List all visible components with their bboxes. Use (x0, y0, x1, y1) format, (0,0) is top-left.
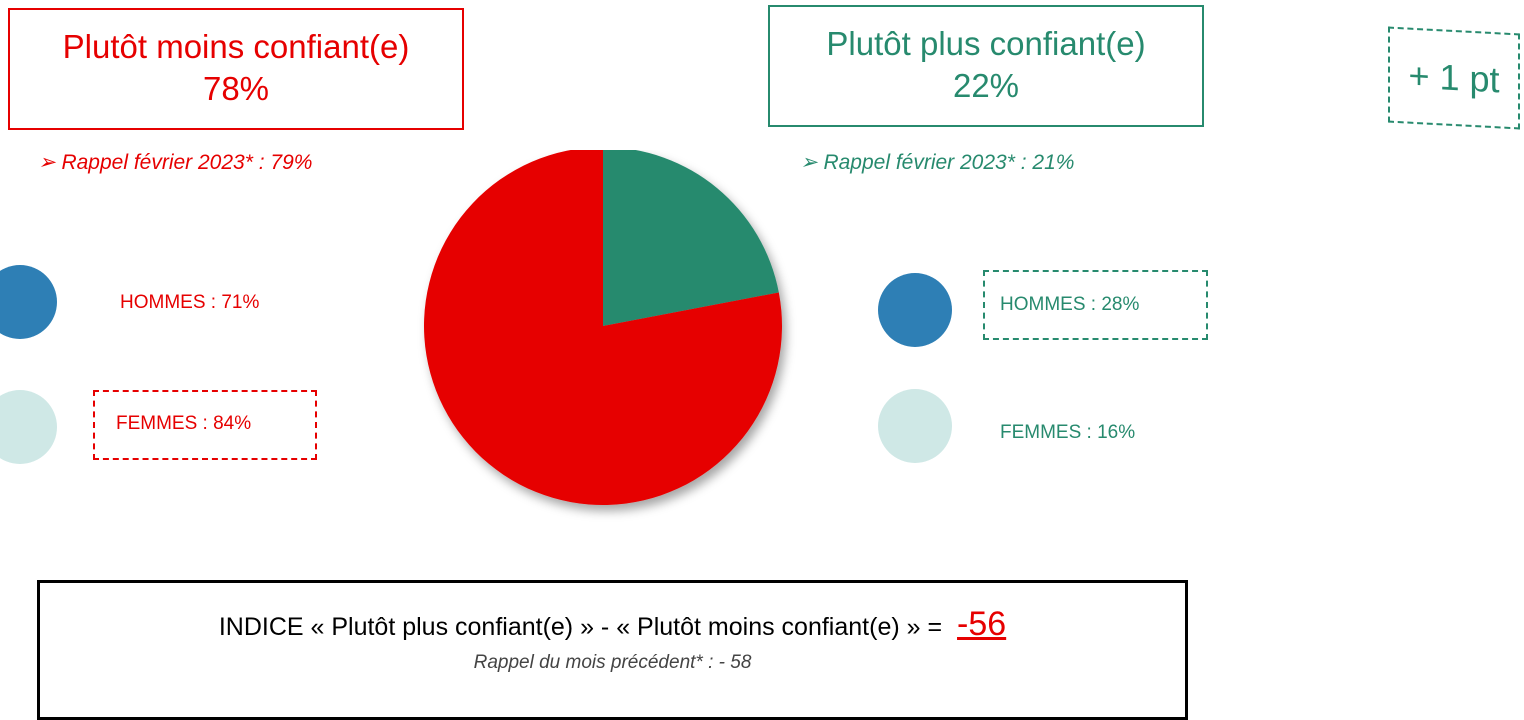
plus-label: Plutôt plus confiant(e) (826, 25, 1146, 62)
avatar-man (878, 273, 952, 347)
pie (424, 150, 782, 505)
index-value: -56 (957, 605, 1007, 643)
avatar-woman (878, 389, 952, 463)
index-line: INDICE « Plutôt plus confiant(e) » - « P… (40, 605, 1185, 644)
index-label: INDICE « Plutôt plus confiant(e) » - « P… (218, 613, 943, 641)
minus-value: 78% (202, 70, 270, 107)
minus-recall: ➢ Rappel février 2023* : 79% (38, 151, 313, 174)
slide: Plutôt moins confiant(e) 78% Plutôt plus… (0, 5, 1520, 720)
plus-women: FEMMES : 16% (1000, 422, 1136, 443)
avatar-woman (0, 390, 57, 464)
minus-women: FEMMES : 84% (116, 413, 252, 434)
plus-recall: ➢ Rappel février 2023* : 21% (800, 151, 1075, 174)
index-box: INDICE « Plutôt plus confiant(e) » - « P… (37, 580, 1188, 720)
pie-slice (603, 150, 779, 326)
minus-men: HOMMES : 71% (120, 292, 260, 313)
recall-text: Rappel février 2023* : 79% (61, 151, 313, 174)
minus-label: Plutôt moins confiant(e) (62, 28, 410, 65)
highlight-box (93, 390, 317, 460)
recall-text: Rappel février 2023* : 21% (823, 151, 1075, 174)
pie-slice (424, 150, 782, 505)
minus-box: Plutôt moins confiant(e) 78% (8, 8, 464, 130)
plus-box: Plutôt plus confiant(e) 22% (768, 5, 1204, 127)
plus-value: 22% (952, 67, 1020, 104)
index-recall: Rappel du mois précédent* : - 58 (473, 652, 752, 673)
highlight-box (983, 270, 1208, 340)
evolution: + 1 pt (1388, 26, 1520, 130)
chart (424, 150, 782, 505)
avatar-man (0, 265, 57, 339)
plus-men: HOMMES : 28% (1000, 294, 1140, 315)
